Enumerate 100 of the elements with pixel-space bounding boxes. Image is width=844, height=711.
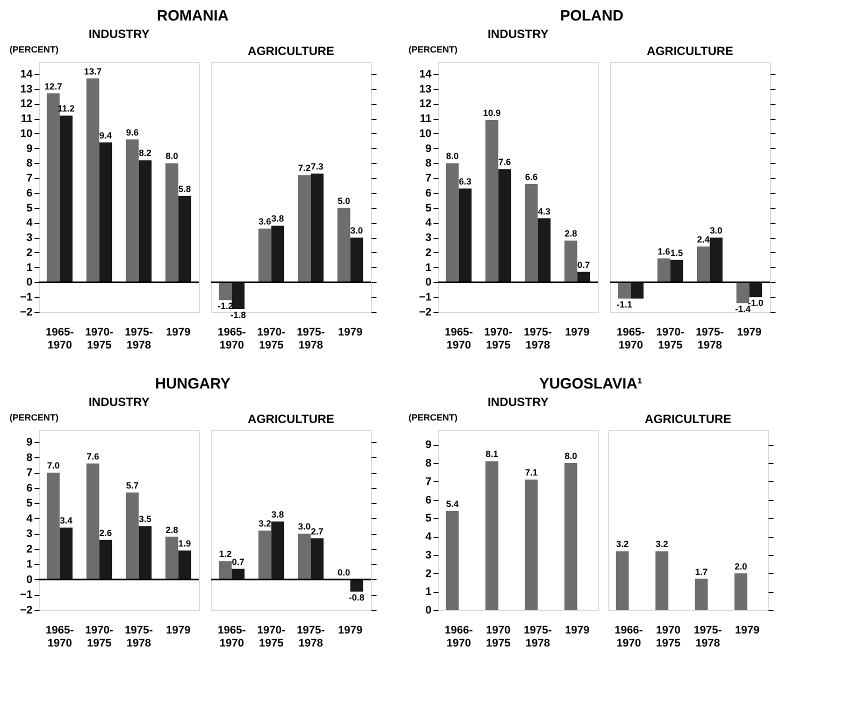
y-tick-label: 5 — [26, 498, 32, 510]
data-label: 2.7 — [310, 526, 324, 536]
data-label: 2.8 — [166, 524, 178, 535]
chart-subtitle: INDUSTRY — [88, 27, 150, 41]
x-tick-label: 1979 — [737, 326, 762, 338]
x-tick-label: 1979 — [166, 326, 190, 338]
data-label: -1.1 — [616, 300, 632, 310]
y-tick-label: 7 — [425, 476, 432, 488]
chart-title: YUGOSLAVIA¹ — [539, 376, 642, 392]
data-label: 8.0 — [564, 451, 578, 462]
data-label: 1.6 — [658, 246, 670, 256]
data-label: 1.2 — [219, 549, 232, 560]
data-label: 10.9 — [483, 108, 501, 118]
data-label: 3.8 — [271, 510, 284, 520]
y-tick-label: 14 — [20, 68, 34, 80]
data-label: 7.6 — [498, 157, 511, 168]
y-axis-title: (PERCENT) — [408, 44, 458, 54]
data-label: -1.4 — [735, 304, 751, 314]
y-tick-label: 2 — [425, 246, 432, 259]
data-label: 6.3 — [458, 176, 472, 186]
data-label: 2.8 — [564, 228, 578, 239]
y-tick-label: −2 — [418, 306, 432, 318]
chart-subtitle: INDUSTRY — [488, 27, 548, 41]
data-label: 1.5 — [670, 248, 683, 258]
y-tick-label: 0 — [425, 276, 432, 289]
y-tick-label: 9 — [425, 142, 432, 155]
x-tick-label: 1975- 1978 — [524, 624, 552, 650]
y-tick-label: −1 — [20, 589, 32, 602]
y-tick-label: 2 — [26, 246, 32, 259]
y-tick-label: −1 — [20, 292, 32, 304]
data-label: 13.7 — [84, 66, 102, 76]
data-label: 3.6 — [258, 216, 272, 227]
y-tick-label: 1 — [425, 586, 432, 598]
y-tick-label: 6 — [425, 494, 432, 506]
data-label: 3.0 — [710, 226, 722, 236]
y-tick-label: 6 — [425, 187, 432, 200]
x-tick-label: 1965- 1970 — [616, 326, 646, 352]
y-tick-label: 12 — [20, 98, 32, 110]
data-label: 0.7 — [577, 260, 590, 270]
data-label: 5.4 — [446, 498, 459, 509]
y-tick-label: 4 — [26, 217, 34, 230]
y-tick-label: 3 — [425, 232, 432, 244]
x-tick-label: 1965- 1970 — [46, 624, 74, 650]
data-label: 0.0 — [338, 567, 350, 578]
y-tick-label: 11 — [20, 113, 32, 126]
x-tick-label: 1979 — [166, 624, 190, 636]
x-tick-label: 1975- 1978 — [296, 326, 326, 352]
data-label: 9.4 — [99, 130, 112, 140]
y-tick-label: 2 — [26, 543, 32, 556]
data-label: 3.2 — [258, 518, 272, 529]
data-label: 8.0 — [446, 151, 459, 162]
data-label: 0.7 — [232, 556, 244, 567]
x-tick-label: 1965- 1970 — [218, 326, 246, 352]
x-tick-label: 1970- 1975 — [484, 326, 513, 352]
x-tick-label: 1970 1975 — [656, 624, 680, 650]
data-label: 9.6 — [126, 127, 139, 138]
data-label: 4.3 — [538, 206, 550, 216]
x-tick-label: 1979 — [565, 624, 590, 636]
x-tick-label: 1970- 1975 — [656, 326, 685, 352]
y-tick-label: −1 — [418, 292, 432, 304]
y-tick-label: 8 — [26, 158, 32, 170]
x-tick-label: 1970 1975 — [486, 624, 510, 650]
data-label: 8.0 — [166, 151, 178, 162]
y-tick-label: 4 — [425, 217, 432, 230]
data-label: 6.6 — [525, 172, 538, 182]
y-tick-label: −2 — [20, 604, 32, 616]
x-tick-label: 1975- 1978 — [694, 624, 722, 650]
y-tick-label: 0 — [26, 574, 32, 586]
x-tick-label: 1965- 1970 — [46, 326, 74, 352]
chart-subtitle: AGRICULTURE — [644, 412, 732, 426]
data-label: -1.8 — [230, 310, 246, 320]
y-tick-label: 7 — [26, 172, 32, 185]
chart-title: HUNGARY — [155, 376, 230, 392]
data-label: -0.8 — [348, 592, 364, 603]
x-tick-label: 1979 — [338, 326, 362, 338]
x-tick-label: 1970- 1975 — [85, 326, 114, 352]
y-tick-label: 0 — [425, 604, 432, 616]
y-tick-label: 1 — [425, 262, 432, 274]
x-tick-label: 1965- 1970 — [218, 624, 246, 650]
y-tick-label: 13 — [20, 83, 32, 96]
y-tick-label: 8 — [26, 452, 32, 464]
x-tick-label: 1979 — [565, 326, 590, 338]
y-tick-label: 3 — [425, 549, 432, 562]
y-tick-label: 3 — [26, 528, 32, 540]
y-tick-label: 1 — [26, 262, 32, 274]
y-tick-label: 14 — [419, 68, 432, 80]
data-label: 3.0 — [298, 522, 311, 532]
y-tick-label: −2 — [20, 306, 32, 318]
y-tick-label: 9 — [26, 142, 32, 155]
x-tick-label: 1975- 1978 — [696, 326, 724, 352]
data-label: 1.9 — [178, 538, 191, 549]
chart-title: POLAND — [560, 8, 624, 24]
y-tick-label: 13 — [419, 83, 432, 96]
data-label: 1.7 — [695, 566, 708, 577]
data-label: 5.0 — [338, 196, 350, 206]
y-tick-label: 8 — [425, 458, 432, 470]
chart-subtitle: INDUSTRY — [488, 395, 548, 409]
chart-subtitle: INDUSTRY — [88, 395, 150, 409]
y-axis-title: (PERCENT) — [408, 412, 458, 422]
x-tick-label: 1979 — [735, 624, 760, 636]
